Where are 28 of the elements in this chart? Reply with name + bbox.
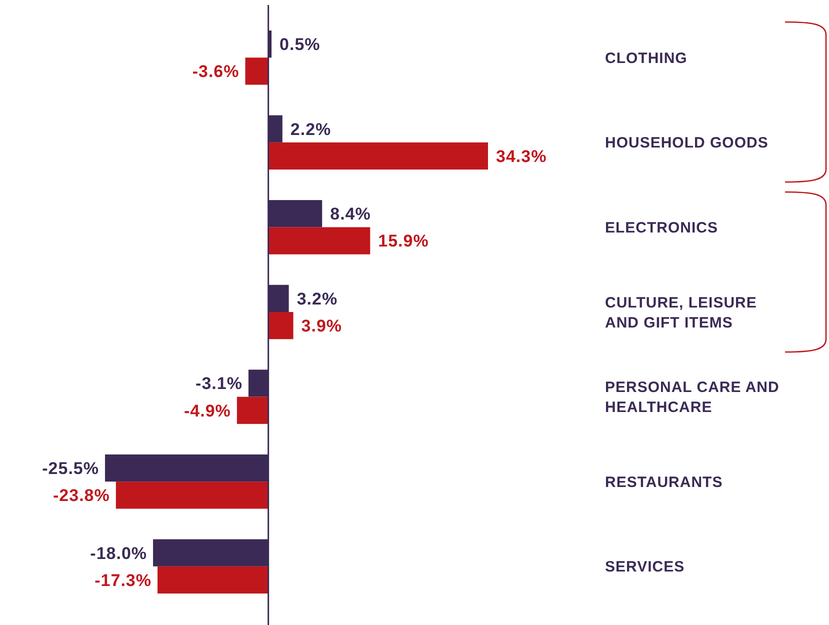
- bar: [268, 312, 294, 340]
- data-label: -3.6%: [192, 62, 240, 82]
- y-tick-label: RESTAURANTS: [605, 474, 723, 491]
- y-tick-label: PERSONAL CARE AND HEALTHCARE: [605, 379, 780, 416]
- bar: [236, 396, 268, 424]
- data-label: -4.9%: [184, 401, 231, 420]
- data-label: 0.5%: [280, 34, 320, 54]
- data-label: 8.4%: [330, 204, 371, 224]
- data-label: 3.9%: [301, 316, 342, 336]
- y-tick-label: SERVICES: [605, 558, 685, 576]
- data-label: -23.8%: [53, 486, 110, 506]
- data-label: 15.9%: [378, 232, 429, 251]
- bar: [245, 58, 268, 85]
- bar: [116, 482, 268, 509]
- data-label: 3.2%: [296, 289, 338, 308]
- bar: [158, 566, 268, 594]
- y-tick-label: ELECTRONICS: [605, 219, 718, 236]
- y-tick-label: CULTURE, LEISURE AND GIFT ITEMS: [605, 294, 757, 332]
- data-label: -18.0%: [90, 544, 148, 563]
- data-label: -17.3%: [94, 570, 152, 590]
- bar: [268, 142, 488, 170]
- y-tick-label: HOUSEHOLD GOODS: [605, 134, 768, 152]
- data-label: -25.5%: [42, 458, 99, 478]
- y-tick-label: CLOTHING: [605, 50, 688, 67]
- data-label: -3.1%: [196, 374, 242, 394]
- bar: [268, 227, 370, 254]
- data-label: 2.2%: [290, 120, 332, 139]
- data-label: 34.3%: [496, 146, 547, 166]
